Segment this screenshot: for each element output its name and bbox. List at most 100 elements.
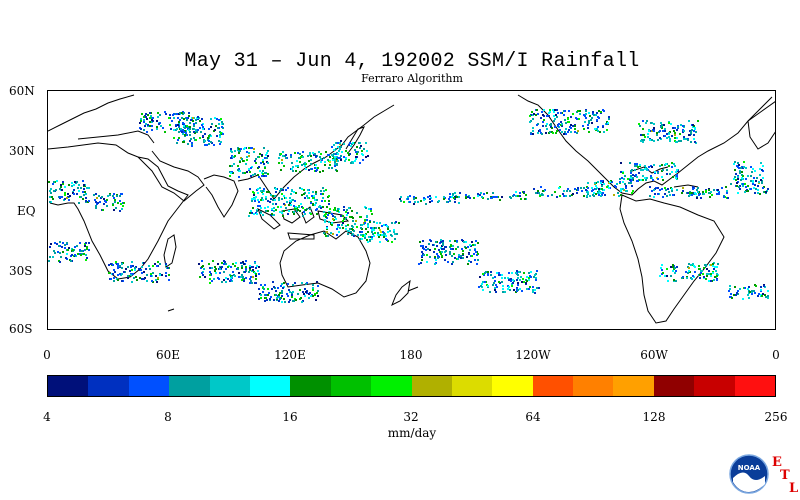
rain-pixel [498,272,500,274]
rain-pixel [765,191,767,193]
rain-pixel [333,149,335,151]
rain-pixel [537,190,539,192]
rain-pixel [234,265,236,267]
rain-pixel [288,301,290,303]
rain-pixel [657,139,659,141]
colorbar-swatch-8 [371,376,412,396]
rain-pixel [156,120,158,122]
rain-pixel [273,214,275,216]
rain-pixel [716,275,718,277]
rain-pixel [329,164,331,166]
lon-label-0: 0 [43,348,51,362]
rain-pixel [347,224,349,226]
rain-pixel [293,205,295,207]
rain-pixel [742,175,744,177]
rain-pixel [533,113,535,115]
rain-pixel [179,119,181,121]
rain-pixel [597,192,599,194]
coastline-north-america [517,94,773,196]
rain-pixel [504,277,506,279]
rain-pixel [443,248,445,250]
rain-pixel [119,200,121,202]
rain-pixel [673,279,675,281]
rain-pixel [302,156,304,158]
rain-pixel [293,211,295,213]
rain-pixel [133,277,135,279]
rain-pixel [570,116,572,118]
rain-pixel [687,192,689,194]
rain-pixel [379,222,381,224]
rain-pixel [583,128,585,130]
rain-pixel [644,165,646,167]
rain-pixel [184,134,186,136]
rain-pixel [761,169,763,171]
rain-pixel [310,163,312,165]
rain-pixel [165,272,167,274]
rain-pixel [502,285,504,287]
rain-pixel [444,259,446,261]
rain-pixel [275,188,277,190]
rain-pixel [334,163,336,165]
rain-pixel [258,201,260,203]
rain-pixel [223,271,225,273]
rain-pixel [569,126,571,128]
rain-pixel [263,147,265,149]
rain-pixel [134,267,136,269]
rain-pixel [599,131,601,133]
rain-pixel [370,210,372,212]
rain-pixel [672,270,674,272]
rain-pixel [753,187,755,189]
rain-pixel [219,143,221,145]
rain-pixel [693,130,695,132]
rain-pixel [264,207,266,209]
rain-pixel [199,276,201,278]
rain-pixel [733,178,735,180]
rain-pixel [638,172,640,174]
rain-pixel [528,272,530,274]
rain-pixel [712,265,714,267]
rain-pixel [253,148,255,150]
rain-pixel [709,196,711,198]
rain-pixel [413,198,415,200]
rain-pixel [521,281,523,283]
rain-pixel [188,115,190,117]
rain-pixel [647,133,649,135]
rain-pixel [278,157,280,159]
colorbar-tick-256: 256 [764,410,788,424]
rain-pixel [113,277,115,279]
colorbar [47,375,776,397]
rain-pixel [740,179,742,181]
rain-pixel [84,191,86,193]
rain-pixel [234,155,236,157]
rain-pixel [141,266,143,268]
rain-pixel [565,128,567,130]
rain-pixel [273,207,275,209]
rain-pixel [760,286,762,288]
rain-pixel [307,155,309,157]
rain-pixel [243,280,245,282]
rain-pixel [567,121,569,123]
rain-pixel [597,130,599,132]
rain-pixel [282,151,284,153]
rain-pixel [646,177,648,179]
rain-pixel [671,188,673,190]
rain-pixel [315,299,317,301]
rain-pixel [149,121,151,123]
rain-pixel [85,254,87,256]
rain-pixel [443,196,445,198]
rain-pixel [526,276,528,278]
rain-pixel [143,129,145,131]
rain-pixel [281,283,283,285]
rain-pixel [758,293,760,295]
rain-pixel [121,267,123,269]
rain-pixel [534,274,536,276]
rain-pixel [189,134,191,136]
rain-pixel [353,230,355,232]
rain-pixel [93,194,95,196]
rain-pixel [618,195,620,197]
rain-pixel [85,242,87,244]
rain-pixel [337,226,339,228]
rain-pixel [245,277,247,279]
rain-pixel [620,188,622,190]
rain-pixel [251,147,253,149]
